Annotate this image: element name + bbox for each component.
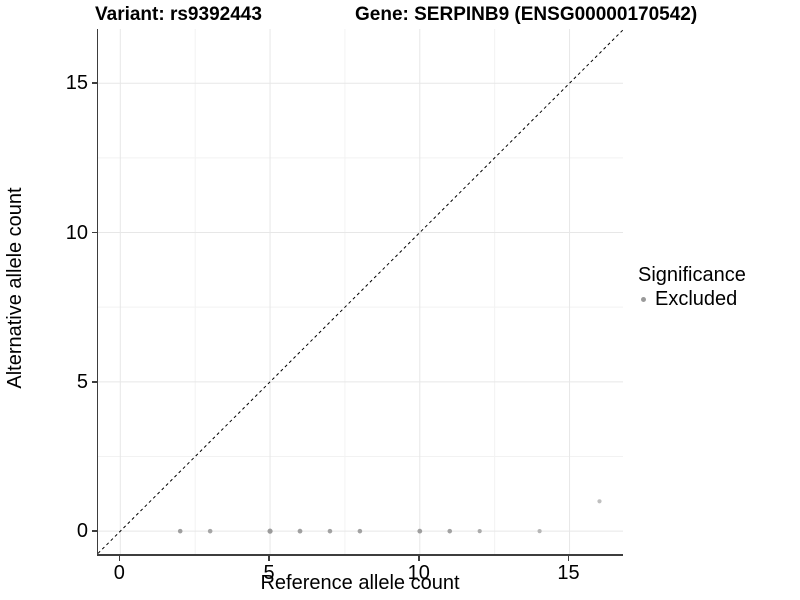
y-tick-mark: [92, 231, 97, 234]
plot-title-variant: Variant: rs9392443: [95, 4, 262, 25]
data-point: [297, 528, 303, 534]
y-tick-label: 5: [76, 370, 88, 393]
data-point: [597, 499, 602, 504]
x-tick-mark: [118, 556, 121, 561]
data-point: [417, 528, 423, 534]
x-tick-label: 5: [263, 562, 275, 584]
y-tick-label: 15: [65, 72, 88, 95]
y-tick-mark: [92, 82, 97, 84]
x-tick-label: 0: [113, 562, 125, 584]
legend-item-excluded: Excluded: [638, 287, 746, 311]
data-point: [357, 528, 363, 534]
x-tick-label: 15: [557, 562, 580, 584]
plot-panel: [97, 29, 623, 556]
data-point: [537, 529, 542, 534]
identity-line: [98, 29, 623, 554]
legend: Significance Excluded: [638, 263, 746, 311]
data-point: [207, 528, 213, 534]
legend-item-label: Excluded: [655, 288, 738, 310]
legend-point-icon: [641, 296, 646, 302]
legend-title: Significance: [638, 264, 746, 286]
data-point: [477, 529, 482, 534]
plot-title-gene: Gene: SERPINB9 (ENSG00000170542): [355, 4, 698, 25]
y-tick-label: 0: [76, 520, 88, 543]
x-tick-mark: [418, 556, 420, 561]
y-tick-mark: [92, 381, 97, 383]
data-point: [327, 528, 333, 534]
data-point: [267, 528, 273, 534]
x-axis-title: Reference allele count: [260, 572, 460, 594]
x-tick-mark: [567, 556, 570, 561]
y-axis-title: Alternative allele count: [4, 187, 26, 389]
x-tick-label: 10: [407, 562, 430, 584]
data-point: [177, 528, 183, 534]
x-tick-mark: [268, 556, 270, 561]
plot-canvas: [98, 29, 623, 554]
y-tick-label: 10: [65, 221, 88, 244]
y-tick-mark: [92, 530, 97, 532]
data-point: [447, 528, 453, 534]
